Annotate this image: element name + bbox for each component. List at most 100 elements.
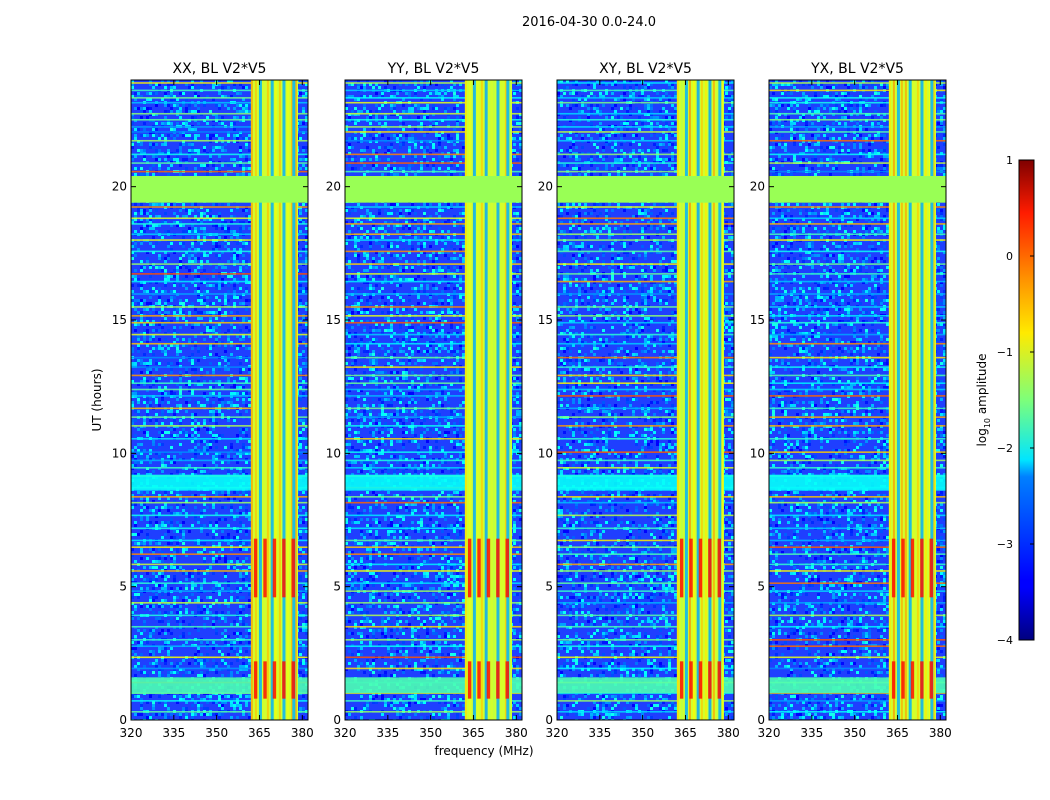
noise-cell <box>170 473 173 476</box>
noise-cell <box>140 107 143 110</box>
noise-cell <box>360 86 363 89</box>
noise-cell <box>146 308 149 311</box>
noise-cell <box>149 287 152 290</box>
noise-cell <box>224 635 227 638</box>
noise-cell <box>173 557 176 560</box>
noise-cell <box>302 650 305 653</box>
noise-cell <box>158 665 161 668</box>
noise-cell <box>131 80 134 83</box>
noise-cell <box>194 110 197 113</box>
noise-cell <box>302 629 305 632</box>
noise-cell <box>302 107 305 110</box>
noise-cell <box>197 209 200 212</box>
noise-cell <box>191 323 194 326</box>
noise-cell <box>299 446 302 449</box>
noise-cell <box>227 248 230 251</box>
noise-cell <box>134 593 137 596</box>
noise-cell <box>149 110 152 113</box>
noise-cell <box>149 107 152 110</box>
noise-cell <box>149 608 152 611</box>
noise-cell <box>194 251 197 254</box>
panel-title: XX, BL V2*V5 <box>173 61 267 77</box>
noise-cell <box>179 149 182 152</box>
noise-cell <box>188 266 191 269</box>
noise-cell <box>185 167 188 170</box>
noise-cell <box>185 611 188 614</box>
noise-cell <box>188 134 191 137</box>
noise-cell <box>179 662 182 665</box>
noise-cell <box>155 152 158 155</box>
noise-cell <box>173 551 176 554</box>
noise-cell <box>152 224 155 227</box>
noise-cell <box>143 122 146 125</box>
noise-cell <box>200 212 203 215</box>
noise-cell <box>242 383 245 386</box>
noise-cell <box>194 440 197 443</box>
noise-cell <box>164 701 167 704</box>
noise-cell <box>152 155 155 158</box>
noise-cell <box>188 209 191 212</box>
noise-cell <box>299 284 302 287</box>
noise-cell <box>212 557 215 560</box>
noise-cell <box>185 398 188 401</box>
noise-cell <box>248 335 251 338</box>
noise-cell <box>239 173 242 176</box>
noise-cell <box>212 326 215 329</box>
noise-cell <box>299 530 302 533</box>
noise-cell <box>155 593 158 596</box>
noise-cell <box>236 347 239 350</box>
noise-cell <box>167 167 170 170</box>
noise-cell <box>218 704 221 707</box>
rfi-line <box>131 126 308 128</box>
noise-cell <box>152 632 155 635</box>
noise-cell <box>197 542 200 545</box>
noise-cell <box>140 173 143 176</box>
noise-cell <box>227 107 230 110</box>
noise-cell <box>161 434 164 437</box>
noise-cell <box>221 203 224 206</box>
noise-cell <box>182 707 185 710</box>
noise-cell <box>248 227 251 230</box>
noise-cell <box>233 518 236 521</box>
noise-cell <box>140 530 143 533</box>
noise-cell <box>191 209 194 212</box>
noise-cell <box>236 632 239 635</box>
noise-cell <box>305 494 308 497</box>
noise-cell <box>155 584 158 587</box>
noise-cell <box>299 578 302 581</box>
noise-cell <box>131 221 134 224</box>
y-tick-label: 20 <box>112 180 127 194</box>
noise-cell <box>191 242 194 245</box>
noise-cell <box>299 209 302 212</box>
noise-cell <box>170 242 173 245</box>
noise-cell <box>221 530 224 533</box>
noise-cell <box>209 695 212 698</box>
noise-cell <box>179 152 182 155</box>
noise-cell <box>158 269 161 272</box>
noise-cell <box>248 389 251 392</box>
noise-cell <box>188 104 191 107</box>
noise-cell <box>239 620 242 623</box>
noise-cell <box>245 701 248 704</box>
noise-cell <box>161 134 164 137</box>
noise-cell <box>185 464 188 467</box>
noise-cell <box>191 245 194 248</box>
noise-cell <box>152 251 155 254</box>
noise-cell <box>221 137 224 140</box>
noise-cell <box>164 452 167 455</box>
noise-cell <box>375 116 378 119</box>
noise-cell <box>369 95 372 98</box>
noise-cell <box>242 428 245 431</box>
noise-cell <box>191 587 194 590</box>
noise-cell <box>302 659 305 662</box>
noise-cell <box>161 536 164 539</box>
noise-cell <box>233 419 236 422</box>
noise-cell <box>164 95 167 98</box>
noise-cell <box>302 149 305 152</box>
noise-cell <box>137 668 140 671</box>
noise-cell <box>299 122 302 125</box>
noise-cell <box>185 143 188 146</box>
noise-cell <box>167 362 170 365</box>
noise-cell <box>182 473 185 476</box>
noise-cell <box>302 593 305 596</box>
